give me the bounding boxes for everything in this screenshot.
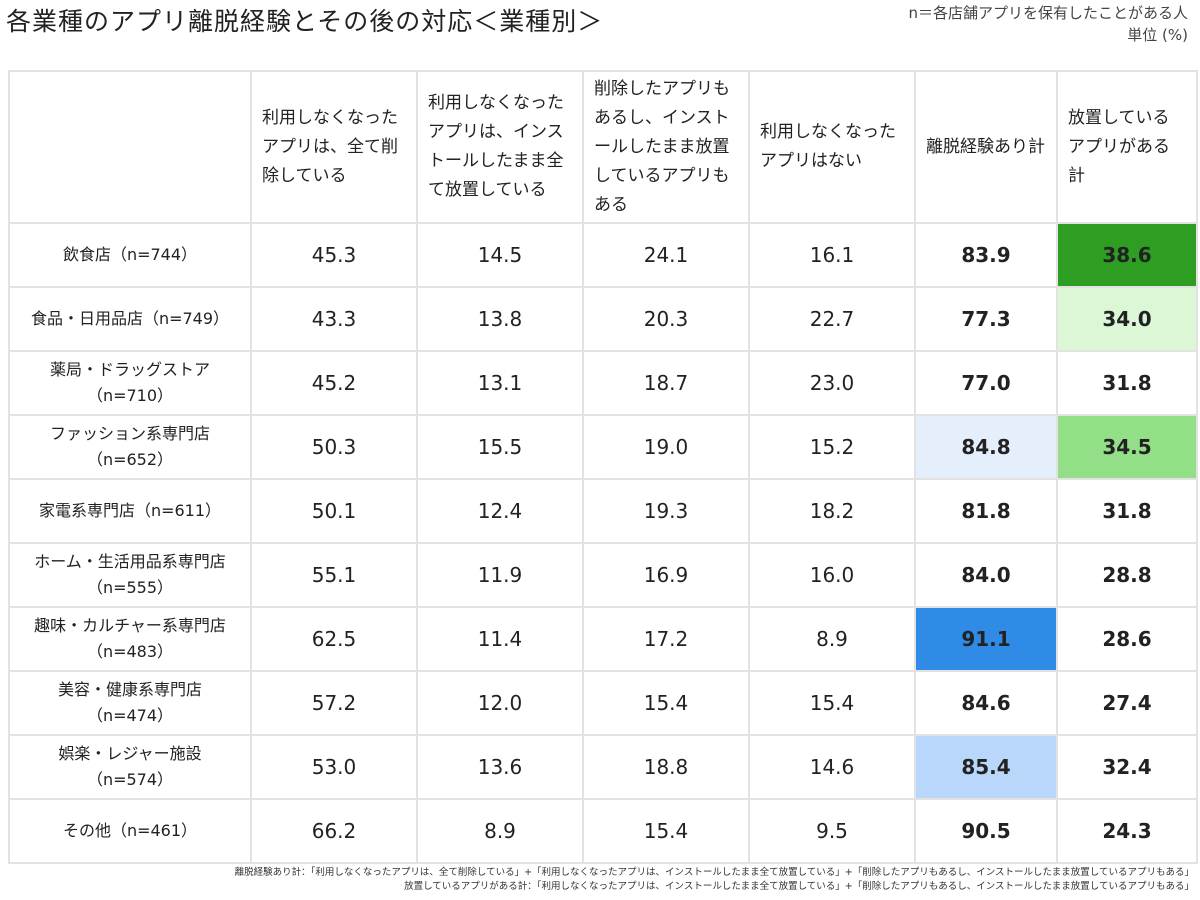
header-row: 利用しなくなったアプリは、全て削除している 利用しなくなったアプリは、インストール… — [8, 70, 1198, 224]
cell: 27.4 — [1056, 670, 1198, 736]
cell: 13.8 — [416, 286, 584, 352]
table-row: 趣味・カルチャー系専門店 （n=483） 62.5 11.4 17.2 8.9 91.1 2… — [8, 606, 1198, 672]
row-label: 薬局・ドラッグストア （n=710） — [8, 350, 252, 416]
sample-note: n＝各店舗アプリを保有したことがある人 — [908, 4, 1188, 22]
row-label: ホーム・生活用品系専門店 （n=555） — [8, 542, 252, 608]
cell: 23.0 — [748, 350, 916, 416]
cell: 8.9 — [416, 798, 584, 864]
data-table: 利用しなくなったアプリは、全て削除している 利用しなくなったアプリは、インストール… — [8, 70, 1198, 864]
footnote: 放置しているアプリがある計：「利用しなくなったアプリは、インストールしたまま全て… — [404, 881, 1194, 892]
cell: 12.4 — [416, 478, 584, 544]
cell: 12.0 — [416, 670, 584, 736]
cell: 85.4 — [914, 734, 1058, 800]
cell: 55.1 — [250, 542, 418, 608]
row-label: 美容・健康系専門店 （n=474） — [8, 670, 252, 736]
cell: 77.0 — [914, 350, 1058, 416]
cell: 15.4 — [582, 798, 750, 864]
cell: 15.5 — [416, 414, 584, 480]
cell: 14.5 — [416, 222, 584, 288]
cell: 81.8 — [914, 478, 1058, 544]
cell: 84.6 — [914, 670, 1058, 736]
cell: 11.4 — [416, 606, 584, 672]
cell: 84.8 — [914, 414, 1058, 480]
footer: 離脱経験あり計：「利用しなくなったアプリは、全て削除している」+「利用しなくなっ… — [235, 866, 1194, 894]
cell: 83.9 — [914, 222, 1058, 288]
table-row: その他（n=461） 66.2 8.9 15.4 9.5 90.5 24.3 — [8, 798, 1198, 864]
cell: 53.0 — [250, 734, 418, 800]
cell: 28.8 — [1056, 542, 1198, 608]
cell: 50.3 — [250, 414, 418, 480]
cell: 8.9 — [748, 606, 916, 672]
cell: 16.9 — [582, 542, 750, 608]
cell: 31.8 — [1056, 350, 1198, 416]
column-header: 離脱経験あり計 — [914, 70, 1058, 224]
table-row: ホーム・生活用品系専門店 （n=555） 55.1 11.9 16.9 16.0 84.0… — [8, 542, 1198, 608]
cell: 13.1 — [416, 350, 584, 416]
cell: 66.2 — [250, 798, 418, 864]
column-header: 利用しなくなったアプリは、インストールしたまま全て放置している — [416, 70, 584, 224]
table-row: 薬局・ドラッグストア （n=710） 45.2 13.1 18.7 23.0 77.0 31… — [8, 350, 1198, 416]
corner — [8, 70, 252, 224]
cell: 43.3 — [250, 286, 418, 352]
cell: 15.2 — [748, 414, 916, 480]
table-row: 家電系専門店（n=611） 50.1 12.4 19.3 18.2 81.8 31.8 — [8, 478, 1198, 544]
table-row: 娯楽・レジャー施設 （n=574） 53.0 13.6 18.8 14.6 85.4 32.… — [8, 734, 1198, 800]
table-row: 美容・健康系専門店 （n=474） 57.2 12.0 15.4 15.4 84.6 27.… — [8, 670, 1198, 736]
table-body: 飲食店（n=744） 45.3 14.5 24.1 16.1 83.9 38.6 食品・日用品… — [8, 222, 1198, 864]
column-header: 削除したアプリもあるし、インストールしたまま放置しているアプリもある — [582, 70, 750, 224]
cell: 20.3 — [582, 286, 750, 352]
cell: 28.6 — [1056, 606, 1198, 672]
cell: 22.7 — [748, 286, 916, 352]
cell: 32.4 — [1056, 734, 1198, 800]
cell: 18.7 — [582, 350, 750, 416]
row-label: ファッション系専門店 （n=652） — [8, 414, 252, 480]
row-label: 趣味・カルチャー系専門店 （n=483） — [8, 606, 252, 672]
unit: 単位 (%) — [1127, 26, 1188, 44]
column-header: 利用しなくなったアプリは、全て削除している — [250, 70, 418, 224]
column-header: 利用しなくなったアプリはない — [748, 70, 916, 224]
cell: 62.5 — [250, 606, 418, 672]
cell: 91.1 — [914, 606, 1058, 672]
column-header: 放置しているアプリがある計 — [1056, 70, 1198, 224]
footnote: 離脱経験あり計：「利用しなくなったアプリは、全て削除している」+「利用しなくなっ… — [234, 867, 1194, 878]
cell: 34.0 — [1056, 286, 1198, 352]
cell: 38.6 — [1056, 222, 1198, 288]
cell: 50.1 — [250, 478, 418, 544]
cell: 13.6 — [416, 734, 584, 800]
table-row: 飲食店（n=744） 45.3 14.5 24.1 16.1 83.9 38.6 — [8, 222, 1198, 288]
cell: 14.6 — [748, 734, 916, 800]
row-label: 食品・日用品店（n=749） — [8, 286, 252, 352]
cell: 18.8 — [582, 734, 750, 800]
row-label: 家電系専門店（n=611） — [8, 478, 252, 544]
row-label: その他（n=461） — [8, 798, 252, 864]
table-row: 食品・日用品店（n=749） 43.3 13.8 20.3 22.7 77.3 34.0 — [8, 286, 1198, 352]
cell: 24.1 — [582, 222, 750, 288]
table-row: ファッション系専門店 （n=652） 50.3 15.5 19.0 15.2 84.8 34… — [8, 414, 1198, 480]
cell: 18.2 — [748, 478, 916, 544]
cell: 45.3 — [250, 222, 418, 288]
cell: 16.1 — [748, 222, 916, 288]
cell: 90.5 — [914, 798, 1058, 864]
cell: 9.5 — [748, 798, 916, 864]
cell: 15.4 — [582, 670, 750, 736]
cell: 84.0 — [914, 542, 1058, 608]
row-label: 娯楽・レジャー施設 （n=574） — [8, 734, 252, 800]
cell: 24.3 — [1056, 798, 1198, 864]
note-block: n＝各店舗アプリを保有したことがある人 単位 (%) — [908, 2, 1188, 46]
row-label: 飲食店（n=744） — [8, 222, 252, 288]
cell: 45.2 — [250, 350, 418, 416]
cell: 16.0 — [748, 542, 916, 608]
cell: 77.3 — [914, 286, 1058, 352]
cell: 17.2 — [582, 606, 750, 672]
cell: 15.4 — [748, 670, 916, 736]
title: 各業種のアプリ離脱経験とその後の対応＜業種別＞ — [6, 7, 604, 36]
cell: 31.8 — [1056, 478, 1198, 544]
cell: 19.0 — [582, 414, 750, 480]
cell: 57.2 — [250, 670, 418, 736]
cell: 11.9 — [416, 542, 584, 608]
cell: 34.5 — [1056, 414, 1198, 480]
cell: 19.3 — [582, 478, 750, 544]
